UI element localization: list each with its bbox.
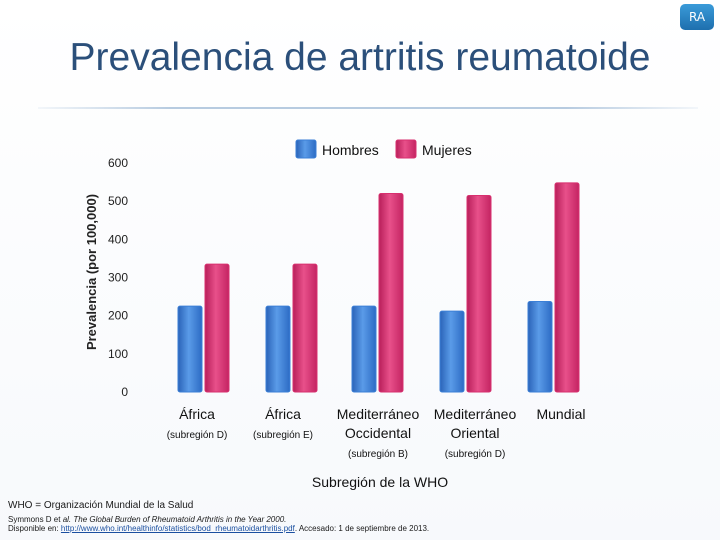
x-category-subregion: (subregión B) <box>348 449 408 460</box>
x-category-name: Mediterráneo <box>434 406 517 422</box>
title-divider <box>38 107 698 109</box>
legend-item: Mujeres <box>395 139 472 159</box>
bar-mujeres <box>378 193 404 393</box>
legend: Hombres Mujeres <box>295 139 472 159</box>
x-category-name: Oriental <box>450 425 499 441</box>
ra-badge: RA <box>680 4 714 30</box>
x-category-name: África <box>179 406 215 422</box>
x-category-subregion: (subregión D) <box>445 449 506 460</box>
x-category-label: Mediterráneo Oriental (subregión D) <box>434 406 517 460</box>
source-link[interactable]: http://www.who.int/healthinfo/statistics… <box>60 524 295 533</box>
bar-mujeres <box>292 263 318 393</box>
y-tick-label: 0 <box>121 385 128 399</box>
x-category-label: Mundial <box>536 406 585 422</box>
x-category-label: África (subregión E) <box>253 406 313 441</box>
y-tick-label: 100 <box>108 347 128 361</box>
bar-hombres <box>177 305 203 393</box>
bar-hombres <box>439 310 465 393</box>
x-category-subregion: (subregión D) <box>167 430 228 441</box>
y-axis-title: Prevalencia (por 100,000) <box>84 194 99 350</box>
y-tick-label: 200 <box>108 309 128 323</box>
y-tick-label: 300 <box>108 271 128 285</box>
bar-mujeres <box>466 194 492 393</box>
x-category-name: Mediterráneo <box>337 406 420 422</box>
y-tick-label: 500 <box>108 194 128 208</box>
y-tick-label: 400 <box>108 232 128 246</box>
x-category-label: África (subregión D) <box>167 406 228 441</box>
bar-hombres <box>265 305 291 393</box>
x-axis-labels: África (subregión D) África (subregión E) Me… <box>167 406 586 460</box>
x-category-name: Occidental <box>345 425 411 441</box>
x-category-name: Mundial <box>536 406 585 422</box>
who-note: WHO = Organización Mundial de la Salud <box>8 500 194 511</box>
legend-swatch <box>295 139 317 159</box>
slide-title: Prevalencia de artritis reumatoide <box>69 36 651 79</box>
legend-item: Hombres <box>295 139 379 159</box>
legend-label: Mujeres <box>422 142 472 158</box>
bars <box>177 182 580 393</box>
slide-footer: WHO = Organización Mundial de la Salud S… <box>8 500 708 533</box>
bar-hombres <box>351 305 377 393</box>
legend-swatch <box>395 139 417 159</box>
legend-label: Hombres <box>322 142 379 158</box>
y-axis: 0 100 200 300 400 500 600 <box>108 156 128 399</box>
bar-mujeres <box>204 263 230 393</box>
x-category-subregion: (subregión E) <box>253 430 313 441</box>
reference: Symmons D et al. The Global Burden of Rh… <box>8 515 287 524</box>
availability: Disponible en: http://www.who.int/health… <box>8 524 430 533</box>
bar-hombres <box>527 301 553 393</box>
x-axis-title: Subregión de la WHO <box>312 474 448 490</box>
x-category-name: África <box>265 406 301 422</box>
bar-mujeres <box>554 182 580 393</box>
x-category-label: Mediterráneo Occidental (subregión B) <box>337 406 420 460</box>
y-tick-label: 600 <box>108 156 128 170</box>
